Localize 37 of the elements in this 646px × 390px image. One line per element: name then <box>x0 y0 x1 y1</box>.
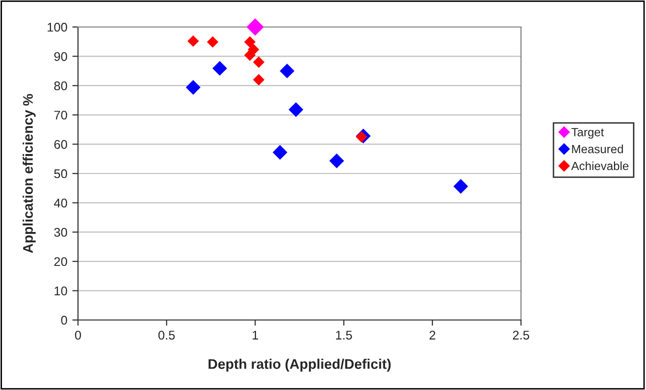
y-tick-label: 20 <box>54 257 68 266</box>
x-tick-label: 2 <box>430 330 436 340</box>
point <box>272 145 288 160</box>
x-tick-label: 0 <box>75 330 81 340</box>
point <box>288 102 304 117</box>
y-tick-label: 30 <box>54 228 68 237</box>
point <box>356 131 368 143</box>
point <box>212 60 228 76</box>
legend-label: Measured <box>572 144 623 154</box>
point <box>246 18 264 36</box>
y-tick-label: 50 <box>54 169 68 178</box>
y-tick-label: 0 <box>61 316 68 325</box>
point <box>206 36 218 48</box>
x-tick-label: 2.5 <box>512 330 530 340</box>
y-tick-label: 90 <box>54 52 68 61</box>
y-axis-title: Application efficiency % <box>22 94 36 254</box>
x-tick-label: 0.5 <box>158 330 175 340</box>
point <box>253 56 264 68</box>
point <box>280 64 294 78</box>
x-tick-label: 1.5 <box>336 330 352 340</box>
point <box>187 35 199 47</box>
point <box>453 179 468 194</box>
x-axis-title: Depth ratio (Applied/Deficit) <box>208 358 391 372</box>
y-tick-label: 80 <box>54 81 68 90</box>
y-tick-label: 60 <box>54 140 68 149</box>
y-tick-label: 40 <box>54 198 68 208</box>
point <box>244 36 256 48</box>
y-tick-label: 100 <box>48 22 68 32</box>
point <box>186 80 201 95</box>
point <box>253 74 264 86</box>
y-tick-label: 70 <box>54 110 68 120</box>
legend-label: Achievable <box>571 161 628 170</box>
point <box>329 154 344 168</box>
x-tick-label: 1 <box>252 330 258 340</box>
point <box>244 49 256 61</box>
y-tick-label: 10 <box>54 286 68 296</box>
legend-label: Target <box>571 128 604 139</box>
